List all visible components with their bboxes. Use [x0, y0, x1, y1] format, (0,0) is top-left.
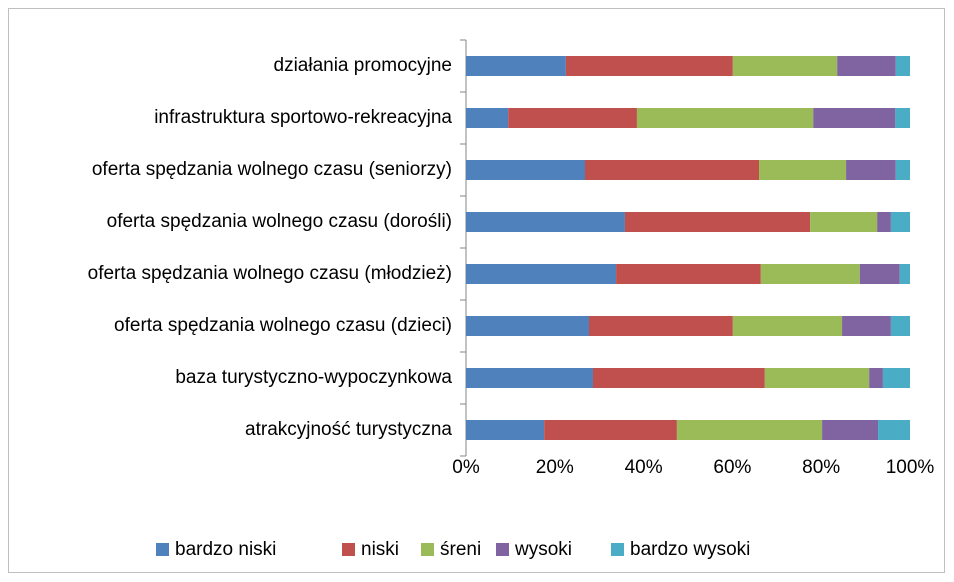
legend-label: bardzo niski: [175, 539, 276, 560]
bar-segment: [588, 316, 733, 336]
bar-segment: [813, 108, 896, 128]
x-tick-label: 80%: [802, 457, 840, 478]
bar-segment: [895, 108, 910, 128]
legend-swatch: [156, 543, 169, 556]
bar-segment: [822, 420, 879, 440]
y-tick-label: infrastruktura sportowo-rekreacyjna: [154, 107, 452, 128]
legend-swatch: [611, 543, 624, 556]
legend-swatch: [421, 543, 434, 556]
x-tick-label: 0%: [452, 457, 480, 478]
bar-segment: [616, 264, 761, 284]
bar-segment: [760, 264, 860, 284]
legend-label: wysoki: [514, 539, 572, 560]
bar-segment: [676, 420, 823, 440]
bar-segment: [846, 160, 896, 180]
bar-segment: [466, 56, 566, 76]
bar-segment: [877, 212, 891, 232]
bar-segment: [895, 56, 910, 76]
bar-segment: [466, 212, 625, 232]
y-tick-label: oferta spędzania wolnego czasu (młodzież…: [88, 263, 452, 284]
bar-segment: [859, 264, 900, 284]
bar-segment: [810, 212, 878, 232]
y-tick-label: oferta spędzania wolnego czasu (seniorzy…: [92, 159, 452, 180]
x-tick-label: 100%: [886, 457, 935, 478]
bar-segment: [466, 108, 509, 128]
chart-border: [8, 8, 945, 573]
bar-segment: [878, 420, 910, 440]
bar-segment: [764, 368, 870, 388]
bar-segment: [882, 368, 910, 388]
bar-segment: [759, 160, 847, 180]
x-tick-label: 60%: [713, 457, 751, 478]
bar-segment: [895, 160, 910, 180]
bar-segment: [466, 316, 589, 336]
bar-segment: [732, 56, 838, 76]
legend-swatch: [342, 543, 355, 556]
x-tick-label: 40%: [625, 457, 663, 478]
bar-segment: [508, 108, 637, 128]
bar-segment: [890, 316, 910, 336]
legend-swatch: [496, 543, 509, 556]
y-tick-label: działania promocyjne: [274, 55, 453, 76]
bar-segment: [837, 56, 896, 76]
bar-segment: [636, 108, 814, 128]
legend-label: śreni: [440, 539, 481, 560]
bar-segment: [732, 316, 843, 336]
y-tick-label: oferta spędzania wolnego czasu (dorośli): [107, 211, 452, 232]
bar-segment: [899, 264, 910, 284]
bar-segment: [842, 316, 891, 336]
bar-segment: [466, 160, 585, 180]
y-tick-label: oferta spędzania wolnego czasu (dzieci): [114, 315, 452, 336]
bar-segment: [592, 368, 765, 388]
bar-segment: [869, 368, 883, 388]
bar-segment: [624, 212, 811, 232]
y-tick-label: atrakcyjność turystyczna: [245, 419, 452, 440]
bar-segment: [466, 420, 545, 440]
bar-segment: [544, 420, 677, 440]
bar-segment: [466, 368, 593, 388]
bar-segment: [466, 264, 617, 284]
legend-label: niski: [361, 539, 399, 560]
bar-segment: [584, 160, 760, 180]
x-tick-label: 20%: [536, 457, 574, 478]
legend-label: bardzo wysoki: [630, 539, 750, 560]
bar-segment: [890, 212, 910, 232]
y-tick-label: baza turystyczno-wypoczynkowa: [175, 367, 452, 388]
bar-segment: [565, 56, 733, 76]
